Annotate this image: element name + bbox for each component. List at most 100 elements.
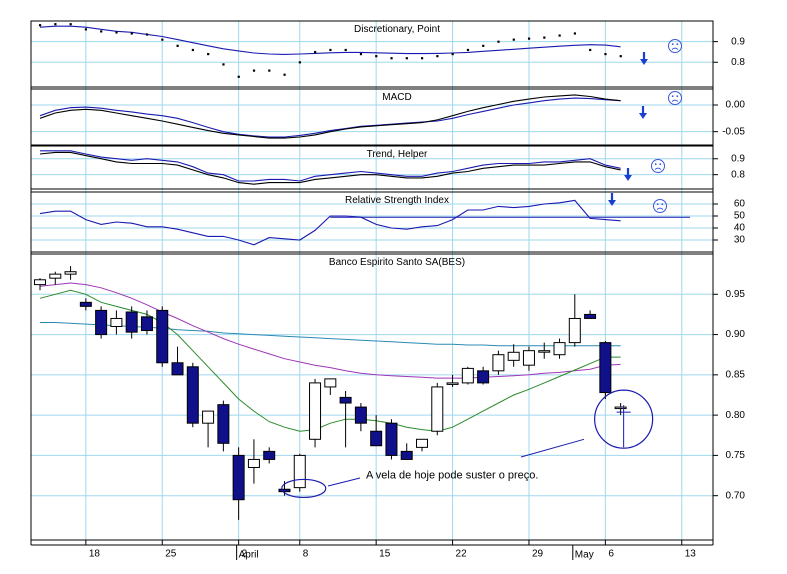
candle <box>247 439 260 484</box>
candle-body-down <box>186 366 199 424</box>
candle-body-down <box>599 342 612 394</box>
face-eye <box>661 203 664 206</box>
ma-mid-line <box>39 282 621 379</box>
candle <box>79 298 92 311</box>
face-eye <box>671 95 674 98</box>
candle-body-down <box>278 488 291 493</box>
candle <box>370 415 383 447</box>
candle-body-up <box>461 367 474 384</box>
panel-4: Banco Espirito Santo SA(BES) <box>30 253 714 541</box>
series-line <box>39 25 621 55</box>
data-point <box>405 57 408 60</box>
candle-body-up <box>492 354 505 372</box>
candle <box>400 443 413 460</box>
data-point <box>375 55 378 58</box>
face-eye <box>656 203 659 206</box>
candle-body-up <box>431 386 444 432</box>
arrow-head <box>640 59 648 65</box>
candle-body-up <box>416 438 428 448</box>
candle <box>186 362 199 428</box>
candle-body-up <box>446 382 459 385</box>
annotation-text: A vela de hoje pode suster o preço. <box>366 469 538 481</box>
data-point <box>39 24 42 27</box>
data-point <box>436 55 439 58</box>
candle-body-down <box>385 422 398 456</box>
data-point <box>252 69 256 72</box>
data-point <box>268 69 271 72</box>
face-eye <box>676 43 679 46</box>
down-arrow-icon <box>639 106 647 119</box>
data-point <box>130 32 133 35</box>
face-outline <box>651 159 665 173</box>
candle <box>461 366 474 385</box>
candle <box>538 342 551 359</box>
data-point <box>421 57 424 60</box>
candle <box>568 294 581 347</box>
series-line <box>39 97 621 138</box>
candle <box>309 378 322 448</box>
frown-icon <box>668 91 682 105</box>
candle <box>431 382 444 436</box>
series-line <box>39 199 621 246</box>
y-tick-label: 0.70 <box>726 490 746 501</box>
data-point <box>543 36 546 39</box>
x-tick-label: 13 <box>685 548 697 559</box>
candle <box>95 306 108 339</box>
data-point <box>329 48 332 52</box>
candle <box>202 410 215 448</box>
x-tick-label: 6 <box>608 548 614 559</box>
candle <box>354 403 367 432</box>
candle-body-up <box>309 382 322 440</box>
y-tick-label: 0.9 <box>731 153 745 164</box>
frown-icon <box>651 159 665 173</box>
candle-body-down <box>263 450 276 460</box>
y-tick-label: 0.85 <box>726 369 746 380</box>
down-arrow-icon <box>624 168 632 181</box>
face-eye <box>654 163 657 166</box>
candle <box>125 306 138 339</box>
candle <box>599 341 612 400</box>
frown-icon <box>653 199 667 213</box>
panel-frame <box>30 253 714 541</box>
face-mouth <box>671 47 679 50</box>
x-tick-label: 22 <box>456 548 468 559</box>
candle-body-down <box>232 454 245 501</box>
y-tick-label: -0.05 <box>722 126 745 137</box>
panel-title: Banco Espirito Santo SA(BES) <box>329 257 465 268</box>
candle-body-up <box>538 350 551 353</box>
data-point <box>604 53 607 56</box>
candle-body-up <box>64 271 77 275</box>
candle <box>339 390 352 448</box>
candle-body-up <box>507 351 520 361</box>
data-point <box>527 37 531 40</box>
y-tick-label: 0.95 <box>726 289 746 300</box>
series-line <box>39 151 621 185</box>
panel-frame <box>30 88 714 146</box>
grid-lines <box>31 21 713 540</box>
panel-title: Relative Strength Index <box>345 195 449 206</box>
candle-body-down <box>370 430 383 447</box>
data-point <box>191 48 194 52</box>
callout-line-2 <box>520 438 585 458</box>
candle <box>171 346 184 376</box>
data-point <box>54 23 57 26</box>
x-tick-label: 2 <box>242 548 248 559</box>
data-point <box>482 44 485 47</box>
candle-body-down <box>217 404 230 444</box>
candle <box>263 447 276 464</box>
candle-body-up <box>614 406 627 410</box>
candle-body-down <box>400 450 413 460</box>
panel-title: Trend, Helper <box>367 149 428 160</box>
panel-2: Trend, Helper <box>30 145 714 190</box>
candle <box>324 378 337 395</box>
candle <box>446 374 459 387</box>
data-point <box>100 30 103 33</box>
y-tick-label: 0.80 <box>726 410 746 421</box>
candle-body-down <box>171 362 184 376</box>
x-tick-label: 15 <box>379 548 391 559</box>
y-tick-label: 0.90 <box>726 329 746 340</box>
data-point <box>84 28 88 31</box>
candle-body-up <box>522 350 535 366</box>
